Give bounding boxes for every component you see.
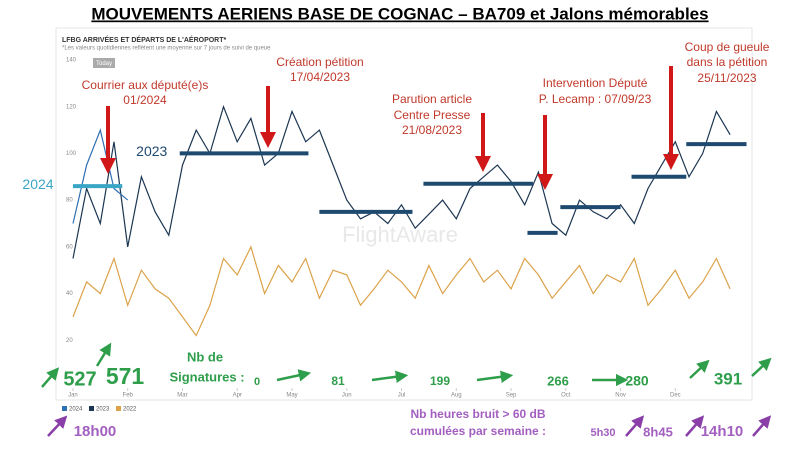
noise-label: cumulées par semaine : xyxy=(410,424,546,438)
y-tick-label: 120 xyxy=(66,104,77,110)
annotation: 17/04/2023 xyxy=(290,70,350,84)
signature-count: 391 xyxy=(714,369,742,388)
y-tick-label: 80 xyxy=(66,198,73,204)
green-arrows xyxy=(41,342,772,388)
legend-label: 2022 xyxy=(123,407,137,413)
noise-hours: 14h10 xyxy=(701,423,744,440)
x-tick-label: Mar xyxy=(177,393,187,399)
annotation: 25/11/2023 xyxy=(697,71,756,85)
period-label: 2024 xyxy=(22,176,53,192)
y-tick-label: 20 xyxy=(66,338,73,344)
noise-hours: 5h30 xyxy=(590,427,615,439)
signature-count: 266 xyxy=(547,373,569,388)
x-tick-label: Jul xyxy=(398,393,406,399)
signature-count: 571 xyxy=(106,363,145,389)
legend-swatch xyxy=(89,406,94,411)
series-line xyxy=(72,245,731,337)
x-tick-label: May xyxy=(286,393,297,399)
x-tick-label: Sep xyxy=(506,393,517,399)
y-tick-label: 140 xyxy=(66,58,77,64)
annotation: P. Lecamp : 07/09/23 xyxy=(539,92,652,106)
x-tick-label: Dec xyxy=(670,393,681,399)
legend-swatch xyxy=(116,406,121,411)
y-tick-label: 100 xyxy=(66,151,77,157)
signature-count: 0 xyxy=(254,376,260,388)
title: MOUVEMENTS AERIENS BASE DE COGNAC – BA70… xyxy=(91,4,708,23)
annotation: dans la pétition xyxy=(687,55,768,69)
signature-label: Nb de xyxy=(187,349,223,364)
annotation: 21/08/2023 xyxy=(402,123,462,137)
legend-label: 2023 xyxy=(96,407,110,413)
x-tick-label: Jun xyxy=(342,393,352,399)
legend-label: 2024 xyxy=(69,407,83,413)
x-tick-label: Feb xyxy=(123,393,134,399)
chart-frame xyxy=(55,27,753,401)
chart-note: *Les valeurs quotidiennes reflètent une … xyxy=(62,46,271,52)
signature-label: Signatures : xyxy=(169,369,244,384)
plot: 20 40 60 80 100 120 140 Jan Feb Mar Apr May Jun Jul Au… xyxy=(22,58,747,413)
annotation: Parution article xyxy=(392,92,472,106)
legend-swatch xyxy=(62,406,67,411)
annotation: 01/2024 xyxy=(123,93,167,107)
signature-count: 81 xyxy=(331,374,345,388)
today-badge-bg xyxy=(93,58,115,68)
x-tick-label: Jan xyxy=(68,393,78,399)
period-label: 2023 xyxy=(136,143,167,159)
chart-header: LFBG ARRIVÉES ET DÉPARTS DE L'AÉROPORT* xyxy=(62,35,227,44)
annotation: Création pétition xyxy=(276,55,363,69)
y-tick-label: 60 xyxy=(66,244,73,250)
noise-hours: 18h00 xyxy=(74,423,117,440)
annotation: Centre Presse xyxy=(394,108,471,122)
annotation: Coup de gueule xyxy=(685,40,770,54)
x-tick-label: Oct xyxy=(561,393,571,399)
annotation: Courrier aux député(e)s xyxy=(82,78,209,92)
series-line xyxy=(72,104,731,259)
signature-count: 280 xyxy=(625,373,649,389)
signature-count: 199 xyxy=(430,374,450,388)
x-tick-label: Apr xyxy=(233,393,242,399)
watermark: FlightAware xyxy=(342,222,458,247)
signature-count: 527 xyxy=(63,368,96,390)
purple-arrows xyxy=(47,415,772,437)
noise-label: Nb heures bruit > 60 dB xyxy=(410,407,545,421)
x-tick-label: Aug xyxy=(451,393,462,399)
x-tick-label: Nov xyxy=(615,393,626,399)
annotation: Intervention Député xyxy=(543,76,648,90)
noise-hours: 8h45 xyxy=(643,424,673,439)
y-tick-label: 40 xyxy=(66,291,73,297)
today-badge: Today xyxy=(96,61,112,67)
